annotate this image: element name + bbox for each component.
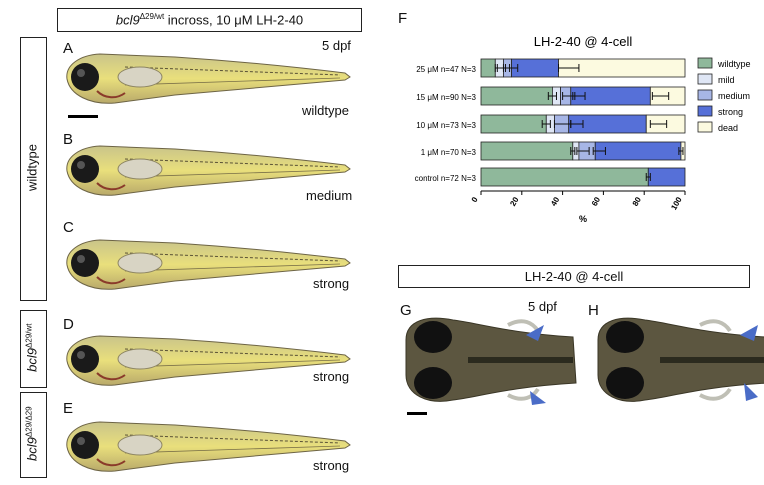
panel-caption-e: strong [313, 458, 350, 473]
side-box-d [20, 310, 47, 388]
header-left-box: bcl9Δ29/wt incross, 10 μM LH-2-40 [57, 8, 362, 32]
panel-letter-h: H [588, 302, 599, 319]
legend-swatch-medium [697, 89, 713, 101]
x-tick-label: 100 [669, 195, 684, 212]
legend-label-medium: medium [718, 91, 750, 101]
header-left-rest: incross, 10 μM LH-2-40 [164, 12, 304, 28]
x-tick-label: 40 [549, 195, 562, 208]
panel-letter-c: C [63, 219, 74, 236]
x-tick-label: 20 [508, 195, 521, 208]
side-label-wildtype: wildtype [24, 144, 40, 191]
panel-caption-a: wildtype [302, 103, 349, 118]
legend-swatch-wildtype [697, 57, 713, 69]
bar-segment-wildtype [480, 58, 496, 78]
chart-title: LH-2-40 @ 4-cell [534, 34, 633, 49]
x-axis-label: % [579, 214, 587, 224]
panel-letter-b: B [63, 131, 74, 148]
side-label-d: bcl9Δ29/wt [24, 308, 39, 388]
panel-caption-b: medium [306, 188, 353, 203]
side-label-e: bcl9Δ29/Δ29 [24, 394, 39, 474]
side-label-e-sup: Δ29/Δ29 [24, 406, 34, 438]
chart-f: LH-2-40 @ 4-cell 25 μM n=47 N=3 15 μM n=90… [415, 34, 751, 224]
legend-swatch-strong [697, 105, 713, 117]
bar-segment-strong [594, 141, 682, 161]
side-box-wildtype [20, 37, 47, 301]
category-label: 25 μM n=47 N=3 [416, 65, 476, 74]
panel-letter-d: D [63, 316, 74, 333]
side-label-d-gene: bcl9 [24, 347, 40, 372]
panel-dpf-g: 5 dpf [528, 299, 557, 314]
category-label: control n=72 N=3 [415, 174, 477, 183]
side-box-e [20, 392, 47, 478]
x-tick-label: 0 [470, 195, 480, 204]
header-right-box: LH-2-40 @ 4-cell [398, 265, 750, 288]
larva-images-lateral [65, 53, 351, 473]
category-label: 15 μM n=90 N=3 [416, 93, 476, 102]
bar-segment-wildtype [480, 114, 547, 134]
panel-letter-f: F [398, 10, 408, 27]
bar-segment-wildtype [480, 141, 574, 161]
bar-segment-wildtype [480, 86, 553, 106]
side-label-d-sup: Δ29/wt [24, 323, 34, 348]
legend-label-wildtype: wildtype [717, 59, 751, 69]
panel-caption-c: strong [313, 276, 350, 291]
bar-segment-strong [647, 167, 686, 187]
larva-images-dorsal [398, 295, 764, 415]
bar-segment-strong [511, 58, 559, 78]
category-label: 1 μM n=70 N=3 [421, 148, 477, 157]
panel-letter-a: A [63, 40, 74, 57]
header-left-title: bcl9Δ29/wt incross, 10 μM LH-2-40 [116, 12, 303, 27]
bar-segment-wildtype [480, 167, 649, 187]
panel-dpf-a: 5 dpf [322, 38, 351, 53]
header-left-sup: Δ29/wt [139, 12, 165, 22]
legend-swatch-mild [697, 73, 713, 85]
panel-letter-e: E [63, 400, 74, 417]
legend-label-dead: dead [718, 123, 738, 133]
x-tick-label: 80 [631, 195, 644, 208]
side-label-e-gene: bcl9 [24, 437, 40, 461]
header-left-gene: bcl9 [115, 12, 140, 28]
category-label: 10 μM n=73 N=3 [416, 121, 476, 130]
panel-letter-g: G [400, 302, 412, 319]
header-right-title: LH-2-40 @ 4-cell [524, 269, 624, 284]
panel-caption-d: strong [313, 369, 350, 384]
legend-label-strong: strong [718, 107, 743, 117]
x-tick-label: 60 [590, 195, 603, 208]
legend-label-mild: mild [718, 75, 735, 85]
legend-swatch-dead [697, 121, 713, 133]
